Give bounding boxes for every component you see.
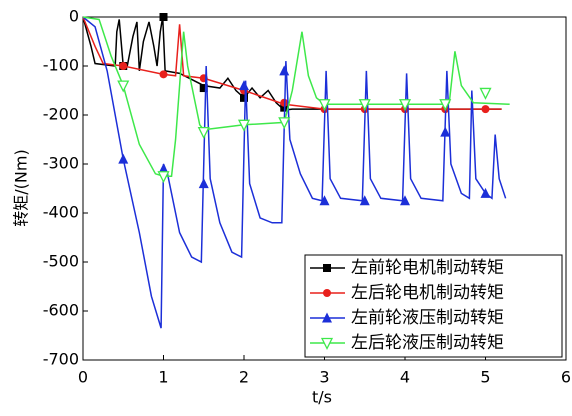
y-tick-label: -400 <box>43 203 79 222</box>
x-tick-label: 4 <box>400 368 410 387</box>
marker <box>479 87 492 100</box>
legend-box <box>304 254 563 358</box>
marker <box>239 80 249 91</box>
series-line <box>82 16 507 329</box>
marker <box>197 127 210 140</box>
marker <box>481 105 490 114</box>
marker <box>240 93 248 102</box>
marker <box>440 126 451 137</box>
legend-label: 左前轮液压制动转矩 <box>351 308 504 328</box>
marker <box>159 13 168 21</box>
legend-label: 左后轮电机制动转矩 <box>351 283 504 303</box>
y-tick-label: 0 <box>69 7 79 26</box>
x-axis-label: t/s <box>312 388 332 407</box>
y-tick-label: -200 <box>43 105 79 124</box>
marker <box>359 195 370 206</box>
marker <box>157 171 170 184</box>
y-tick-label: -500 <box>43 252 79 271</box>
x-tick-label: 2 <box>239 368 249 387</box>
marker <box>119 62 128 70</box>
y-tick-label: -300 <box>43 154 79 173</box>
marker <box>439 99 452 112</box>
x-tick-label: 1 <box>158 368 168 387</box>
marker <box>159 70 168 79</box>
y-tick-label: -600 <box>43 301 79 320</box>
legend-marker <box>323 264 331 272</box>
legend-marker <box>320 337 334 350</box>
legend-label: 左前轮电机制动转矩 <box>351 258 504 278</box>
marker <box>318 99 331 112</box>
series-line <box>82 16 502 111</box>
legend-label: 左后轮液压制动转矩 <box>351 333 504 353</box>
x-tick-label: 0 <box>78 368 88 387</box>
marker <box>118 153 129 164</box>
x-tick-label: 6 <box>561 368 571 387</box>
y-tick-label: -100 <box>43 56 79 75</box>
y-axis-label: 转矩/(Nm) <box>12 149 31 226</box>
marker <box>358 99 371 112</box>
x-tick-label: 5 <box>480 368 490 387</box>
marker <box>398 99 412 112</box>
y-tick-label: -700 <box>43 350 79 369</box>
marker <box>480 187 491 198</box>
legend-marker <box>322 312 332 323</box>
marker <box>279 65 290 76</box>
marker <box>158 163 169 174</box>
marker <box>117 80 130 93</box>
marker <box>319 195 330 206</box>
marker <box>237 119 251 132</box>
marker <box>199 84 208 93</box>
marker <box>400 195 410 206</box>
marker <box>198 178 209 189</box>
x-tick-label: 3 <box>319 368 329 387</box>
marker <box>278 117 291 130</box>
legend-marker <box>323 289 331 297</box>
